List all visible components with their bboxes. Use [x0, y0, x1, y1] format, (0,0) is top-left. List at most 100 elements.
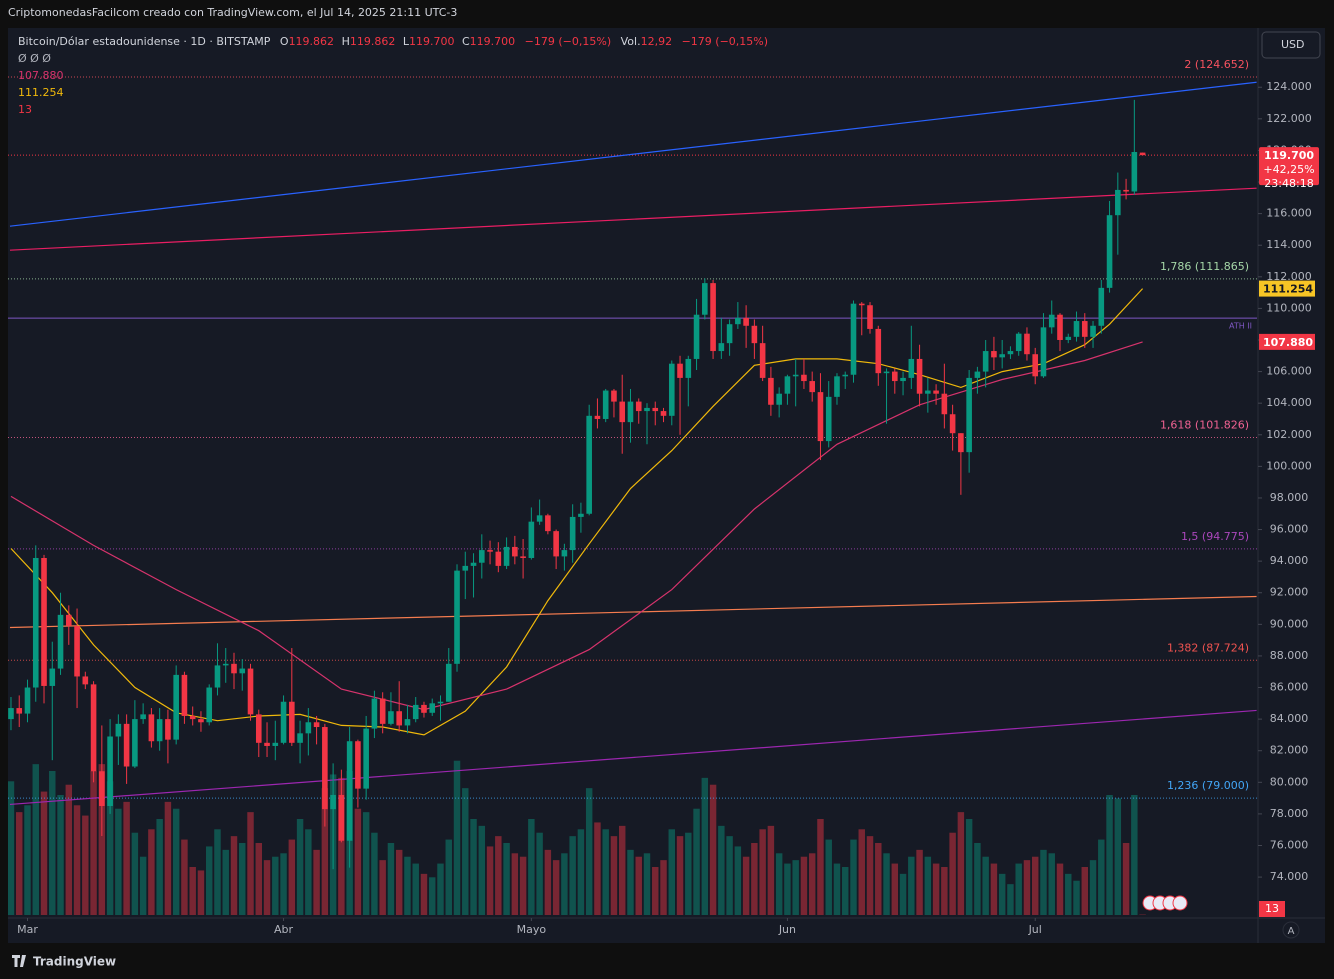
volume-bar: [338, 777, 345, 915]
ath-label: ATH II: [1229, 322, 1252, 331]
candle-body: [264, 742, 270, 746]
y-tick-label: 110.000: [1266, 301, 1312, 314]
currency-button[interactable]: [1261, 31, 1321, 59]
trend-line: [9, 81, 1257, 227]
o-value: 119.862: [289, 35, 335, 48]
candle-body: [735, 317, 741, 325]
volume-bar: [792, 860, 799, 915]
volume-bar: [751, 843, 758, 915]
y-tick-label: 78.000: [1270, 807, 1309, 820]
x-tick-label: Jul: [1028, 923, 1042, 936]
volume-bar: [850, 839, 857, 915]
volume-bar: [1040, 849, 1047, 915]
volume-bar: [172, 808, 180, 915]
candle-body: [1048, 314, 1055, 328]
candle-body: [644, 407, 650, 412]
volume-bar: [784, 863, 791, 915]
candle-body: [1131, 152, 1138, 192]
candle-body: [322, 727, 328, 810]
volume-bar: [742, 856, 750, 915]
candle-body: [528, 521, 535, 558]
volume-bar: [420, 873, 428, 915]
candle-body: [586, 415, 592, 514]
candle-body: [82, 676, 89, 685]
candle-body: [495, 551, 502, 566]
candle-body: [24, 687, 31, 714]
y-tick-label: 112.000: [1266, 270, 1312, 283]
candle-body: [41, 557, 47, 686]
volume-bar: [65, 784, 73, 915]
candle-body: [594, 415, 601, 419]
y-tick-label: 88.000: [1270, 649, 1309, 662]
candle-body: [429, 703, 436, 713]
volume-bar: [652, 867, 659, 915]
x-tick-label: Mayo: [517, 923, 547, 936]
currency-label[interactable]: USD: [1281, 38, 1305, 51]
volume-bar: [272, 856, 279, 915]
y-tick-label: 104.000: [1266, 396, 1312, 409]
volume-bar: [131, 832, 139, 915]
volume-bar: [693, 808, 700, 915]
fib-label: 1,382 (87.724): [1167, 641, 1249, 654]
candle-body: [702, 283, 708, 315]
volume-bar: [205, 846, 213, 915]
candle-body: [305, 722, 312, 734]
volume-bar: [362, 812, 370, 915]
volume-bar: [24, 805, 31, 915]
brand: TradingView: [12, 955, 116, 969]
volume-bar: [941, 867, 948, 915]
volume-bar: [470, 819, 477, 915]
moving-average: [10, 288, 1144, 736]
candle-body: [247, 668, 254, 715]
candle-body: [999, 354, 1005, 358]
volume-bar: [891, 863, 899, 915]
candle-body: [214, 665, 221, 688]
candle-body: [784, 376, 791, 394]
volume-bar: [594, 822, 601, 915]
volume-bar: [40, 791, 48, 915]
trend-line: [9, 595, 1257, 629]
volume-bar: [1122, 843, 1130, 915]
candle-body: [388, 711, 394, 724]
symbol: Bitcoin/Dólar estadounidense · 1D · BITS…: [18, 35, 271, 48]
auto-button[interactable]: [1282, 921, 1300, 939]
candle-body: [65, 614, 72, 626]
plot-area: [8, 76, 1257, 915]
volume-bar: [73, 805, 81, 915]
y-tick-label: 90.000: [1270, 617, 1309, 630]
candle-body: [949, 414, 956, 434]
candle-body: [1024, 333, 1030, 355]
candle-body: [941, 393, 948, 415]
y-tick-label: 106.000: [1266, 365, 1312, 378]
volume-bar: [395, 849, 403, 915]
candle-body: [148, 714, 155, 742]
volume-bar: [222, 849, 229, 915]
volume-bar: [156, 819, 163, 915]
auto-label[interactable]: A: [1288, 926, 1295, 937]
axes: 74.000 76.000 78.000 80.000 82.000 84.000 86.0…: [17, 58, 1319, 936]
volume-bar: [148, 829, 155, 915]
volume-bar: [990, 863, 998, 915]
fib-label: 1,5 (94.775): [1181, 530, 1249, 543]
volume-bar: [478, 825, 486, 915]
candle-body: [49, 668, 56, 686]
candle-body: [751, 325, 758, 344]
volume-bar: [445, 839, 452, 915]
candle-body: [1015, 333, 1022, 352]
last-price-box: [1259, 147, 1319, 186]
candle-body: [313, 722, 320, 728]
candle-body: [115, 723, 122, 737]
y-tick-label: 124.000: [1266, 80, 1312, 93]
volume-bar: [280, 853, 287, 915]
candle-body: [635, 401, 642, 412]
volume-bar: [668, 829, 676, 915]
y-tick-label: 82.000: [1270, 744, 1309, 757]
candle-body: [1106, 215, 1113, 288]
last-price-change: +42,25%: [1263, 163, 1314, 176]
volume-bar: [676, 836, 684, 915]
candle-body: [553, 531, 559, 557]
fib-label: 1,786 (111.865): [1160, 260, 1249, 273]
candle-body: [867, 305, 873, 329]
fib-label: 1,618 (101.826): [1160, 419, 1249, 432]
